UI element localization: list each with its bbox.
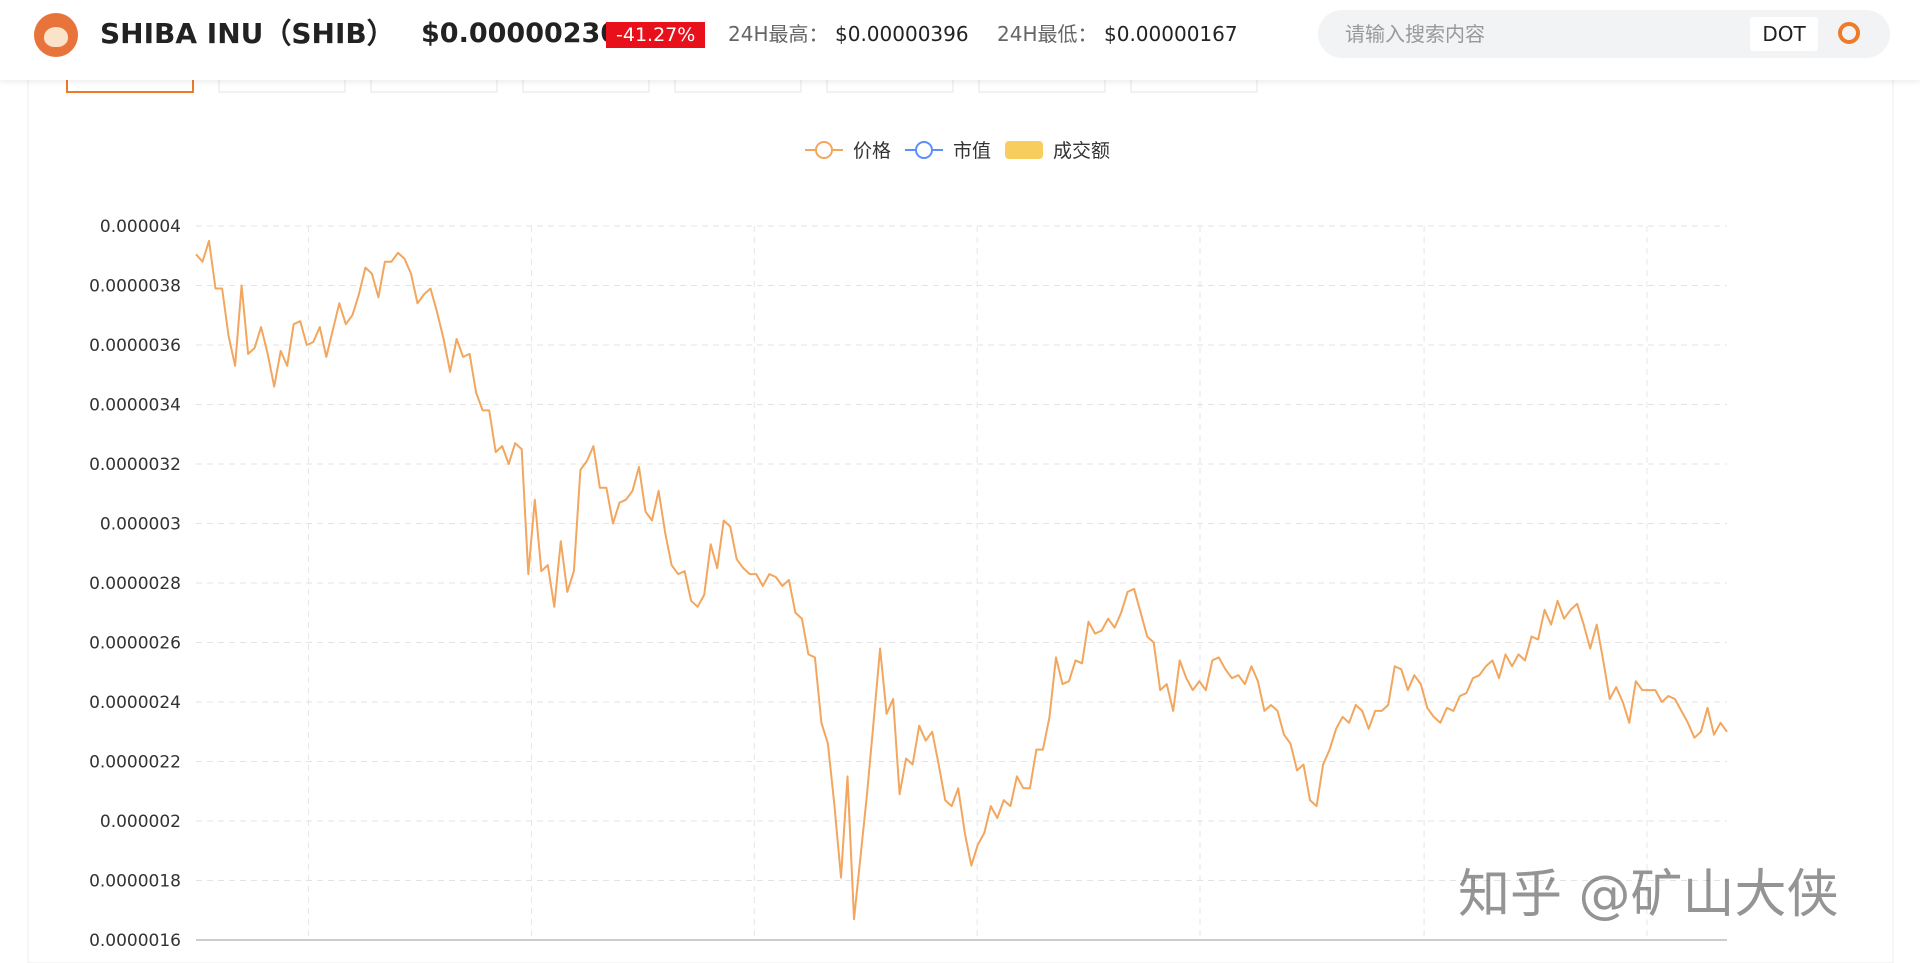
legend-swatch xyxy=(1005,141,1043,159)
y-tick-label: 0.0000022 xyxy=(89,753,181,773)
low-value: $0.00000167 xyxy=(1104,22,1238,46)
legend-label[interactable]: 价格 xyxy=(853,140,891,162)
y-tick-label: 0.000003 xyxy=(100,515,181,535)
y-tick-label: 0.0000036 xyxy=(89,336,181,356)
y-tick-label: 0.0000038 xyxy=(89,277,181,297)
search-placeholder[interactable]: 请输入搜索内容 xyxy=(1345,22,1485,46)
y-tick-label: 0.0000024 xyxy=(89,693,181,713)
high-value: $0.00000396 xyxy=(835,22,969,46)
price-line xyxy=(195,239,1728,921)
search-box[interactable]: 请输入搜索内容 DOT xyxy=(1318,10,1890,58)
chart-card xyxy=(27,59,1894,963)
search-icon[interactable] xyxy=(1838,22,1860,44)
coin-logo xyxy=(34,13,78,57)
watermark: 知乎 @矿山大侠 xyxy=(1458,865,1839,925)
y-tick-label: 0.0000032 xyxy=(89,455,181,475)
legend-swatch xyxy=(815,141,833,159)
y-tick-label: 0.000004 xyxy=(100,217,181,237)
search-tag[interactable]: DOT xyxy=(1750,17,1818,51)
y-tick-label: 0.0000018 xyxy=(89,872,181,892)
high-label: 24H最高： xyxy=(728,22,829,46)
legend-label[interactable]: 市值 xyxy=(953,140,991,162)
y-tick-label: 0.0000028 xyxy=(89,574,181,594)
low-label: 24H最低： xyxy=(997,22,1098,46)
header: SHIBA INU（SHIB） $0.00000230 -41.27% 24H最… xyxy=(0,0,1920,80)
y-tick-label: 0.000002 xyxy=(100,812,181,832)
price-change: -41.27% xyxy=(606,22,706,48)
legend-label[interactable]: 成交额 xyxy=(1053,140,1110,162)
price: $0.00000230 xyxy=(421,18,620,49)
y-tick-label: 0.0000034 xyxy=(89,396,181,416)
legend-swatch xyxy=(915,141,933,159)
coin-title: SHIBA INU（SHIB） xyxy=(100,17,395,50)
y-tick-label: 0.0000026 xyxy=(89,634,181,654)
y-tick-label: 0.0000016 xyxy=(89,931,181,951)
